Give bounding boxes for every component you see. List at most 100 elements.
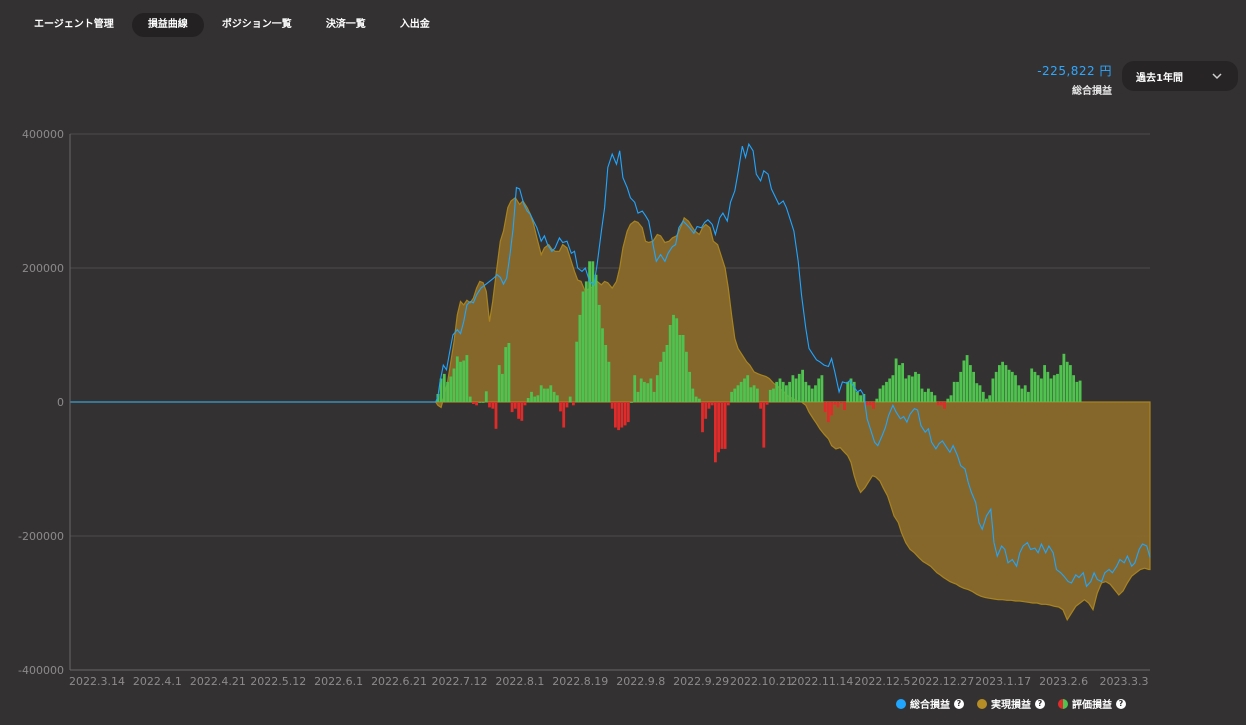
unrealized-pl-bar [513,402,517,409]
unrealized-pl-bar [872,402,875,409]
unrealized-pl-bar [985,398,988,402]
unrealized-pl-bar [1078,380,1082,402]
unrealized-pl-bar [817,378,821,402]
unrealized-pl-bar [885,381,888,402]
unrealized-pl-bar [614,402,617,428]
unrealized-pl-bar [752,385,756,403]
unrealized-pl-bar [749,387,753,402]
unrealized-pl-bar [691,388,695,402]
unrealized-pl-bar [668,325,672,402]
period-select[interactable]: 過去1年間 [1122,61,1238,91]
unrealized-pl-bar [1040,378,1043,402]
unrealized-pl-bar [730,391,733,402]
unrealized-pl-bar [594,274,598,402]
unrealized-pl-bar [697,398,701,402]
legend-item-unrealized[interactable]: 評価損益 ? [1058,696,1126,711]
x-tick-label: 2022.7.12 [431,675,487,688]
help-icon[interactable]: ? [954,698,964,709]
unrealized-pl-bar [552,391,556,402]
tab-deposit-withdrawal[interactable]: 入出金 [399,19,430,30]
help-icon[interactable]: ? [1116,698,1126,709]
realized-layer [70,196,1151,622]
unrealized-pl-bar [765,402,769,405]
unrealized-pl-bar [462,360,466,402]
unrealized-pl-bar [439,378,443,402]
legend-realized-label: 実現損益 [991,700,1031,711]
unrealized-pl-bar [620,402,624,428]
unrealized-pl-bar [914,371,917,402]
unrealized-pl-bar [846,381,850,402]
legend-realized-dot [977,698,987,709]
unrealized-pl-bar [736,385,740,403]
unrealized-pl-bar [575,341,579,402]
legend-item-total[interactable]: 総合損益 ? [896,696,964,711]
unrealized-pl-bar [665,345,669,402]
unrealized-pl-bar [559,402,562,412]
unrealized-pl-bar [739,381,743,402]
unrealized-pl-bar [801,369,804,402]
unrealized-pl-bar [1075,381,1079,402]
realized-pl-area [70,196,1151,622]
unrealized-pl-bar [549,385,553,403]
unrealized-pl-bar [578,314,582,402]
unrealized-pl-bar [836,402,840,408]
total-pl-value: -225,822 円 [1037,64,1112,78]
tab-agent-management[interactable]: エージェント管理 [34,19,114,30]
unrealized-pl-bar [775,381,779,402]
x-tick-label: 2023.2.6 [1039,675,1088,688]
tab-pl-curve[interactable]: 損益曲線 [131,13,204,37]
unrealized-pl-bar [804,381,808,402]
unrealized-pl-bar [988,395,992,402]
unrealized-pl-bar [539,385,543,403]
legend-item-realized[interactable]: 実現損益 ? [977,696,1045,711]
unrealized-pl-bar [814,385,817,403]
help-icon[interactable]: ? [1035,698,1045,709]
unrealized-pl-bar [1020,388,1024,402]
unrealized-pl-bar [604,345,608,402]
unrealized-pl-bar [894,358,898,402]
unrealized-pl-bar [588,261,591,402]
x-tick-label: 2022.9.8 [616,675,665,688]
unrealized-pl-bar [520,402,524,421]
tab-settlement-list[interactable]: 決済一覧 [325,19,366,30]
unrealized-pl-bar [762,402,766,448]
y-tick-label: -200000 [18,530,64,543]
x-tick-label: 2022.6.21 [371,675,427,688]
axis-layer: 400000 200000 0 -200000 -400000 2022.3.14 2022… [18,128,1150,688]
unrealized-pl-bar [1069,365,1072,402]
unrealized-pl-bar [526,398,530,402]
unrealized-pl-bar [1036,375,1040,402]
unrealized-pl-bar [797,373,801,402]
unrealized-pl-bar [714,402,717,463]
unrealized-pl-bar [823,402,827,413]
unrealized-pl-bar [717,402,720,453]
unrealized-pl-bar [536,395,540,402]
unrealized-pl-bar [1059,365,1063,402]
unrealized-pl-bar [878,388,882,402]
unrealized-pl-bar [917,373,921,402]
x-tick-label: 2023.1.17 [975,675,1031,688]
unrealized-pl-bar [630,402,633,403]
unrealized-pl-bar [856,391,859,402]
unrealized-pl-bar [933,395,937,402]
legend-total-dot [896,698,906,709]
unrealized-pl-bar [791,375,795,402]
unrealized-pl-bar [1033,371,1037,402]
unrealized-pl-bar [655,375,659,402]
unrealized-pl-bar [720,402,724,449]
tab-position-list[interactable]: ポジション一覧 [221,19,292,30]
unrealized-pl-bar [1017,385,1021,403]
unrealized-pl-bar [633,375,637,402]
unrealized-pl-bar [901,363,904,402]
unrealized-pl-bar [843,402,846,410]
unrealized-pl-bar [949,395,953,402]
unrealized-pl-bar [626,402,630,423]
x-tick-label: 2022.5.12 [250,675,306,688]
x-tick-label: 2022.4.1 [133,675,182,688]
unrealized-pl-bar [494,402,498,429]
unrealized-pl-bar [568,396,572,402]
unrealized-pl-bar [478,402,482,403]
unrealized-pl-bar [756,388,759,402]
unrealized-pl-bar [565,402,569,408]
legend: 総合損益 ? 実現損益 ? 評価損益 ? [896,696,1139,711]
